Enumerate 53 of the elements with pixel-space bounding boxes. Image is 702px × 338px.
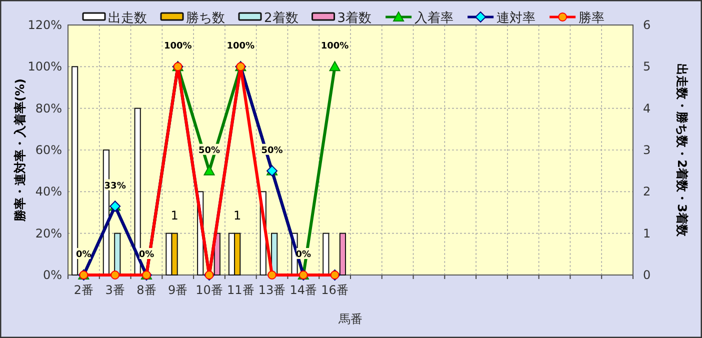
y-tick-label: 20% (35, 226, 62, 240)
x-tick-label: 14番 (290, 283, 318, 297)
y-tick-label: 100% (28, 60, 62, 74)
point (110, 270, 120, 280)
bar (322, 232, 330, 276)
data-label: 50% (198, 146, 220, 156)
x-tick-label: 11番 (227, 283, 254, 297)
y-tick-label: 0% (42, 268, 62, 282)
x-tick-label: 3番 (105, 283, 125, 297)
x-tick-label: 2番 (74, 283, 94, 297)
data-label: 33% (104, 181, 126, 192)
data-label: 50% (261, 146, 283, 156)
legend-label: 2着数 (264, 10, 298, 26)
data-label: 100% (164, 42, 192, 52)
legend-label: 勝率 (578, 10, 605, 26)
data-label: 100% (320, 42, 349, 52)
data-label: 0% (76, 250, 92, 260)
data-label: 1 (234, 208, 242, 222)
y2-axis-title: 出走数・勝ち数・2着数・3着数 (675, 64, 689, 238)
bar (339, 232, 346, 276)
y2-tick-label: 0 (643, 268, 651, 282)
y2-tick-label: 4 (643, 101, 651, 116)
legend-label: 出走数 (108, 11, 147, 26)
x-tick-label: 10番 (196, 283, 223, 297)
y-axis-title: 勝率・連対率・入着率(%) (13, 78, 27, 222)
y-tick-label: 40% (35, 184, 62, 199)
bar (134, 108, 141, 276)
point (329, 61, 340, 72)
legend-label: 入着率 (414, 10, 454, 26)
point (268, 270, 277, 280)
point (204, 165, 215, 176)
bar (72, 66, 78, 276)
x-tick-label: 9番 (168, 283, 188, 297)
x-tick-label: 8番 (136, 283, 156, 297)
legend-label: 3着数 (337, 10, 372, 26)
y2-tick-label: 1 (643, 226, 651, 240)
y2-tick-label: 5 (643, 60, 651, 74)
legend-label: 連対率 (496, 10, 536, 26)
data-label: 0% (138, 250, 154, 260)
x-axis-title: 馬番 (338, 312, 362, 326)
y2-tick-label: 6 (643, 18, 651, 32)
y-tick-label: 60% (35, 143, 62, 157)
data-label: 1 (170, 208, 178, 222)
y-tick-label: 80% (35, 101, 62, 116)
bar (166, 232, 172, 276)
x-tick-label: 13番 (258, 283, 286, 297)
data-label: 100% (226, 42, 255, 52)
y2-tick-label: 2 (643, 184, 651, 199)
data-label: 0% (296, 250, 312, 260)
legend-label: 勝ち数 (186, 11, 225, 26)
y-tick-label: 120% (28, 18, 62, 32)
y2-tick-label: 3 (643, 143, 651, 157)
x-tick-label: 16番 (321, 283, 348, 297)
